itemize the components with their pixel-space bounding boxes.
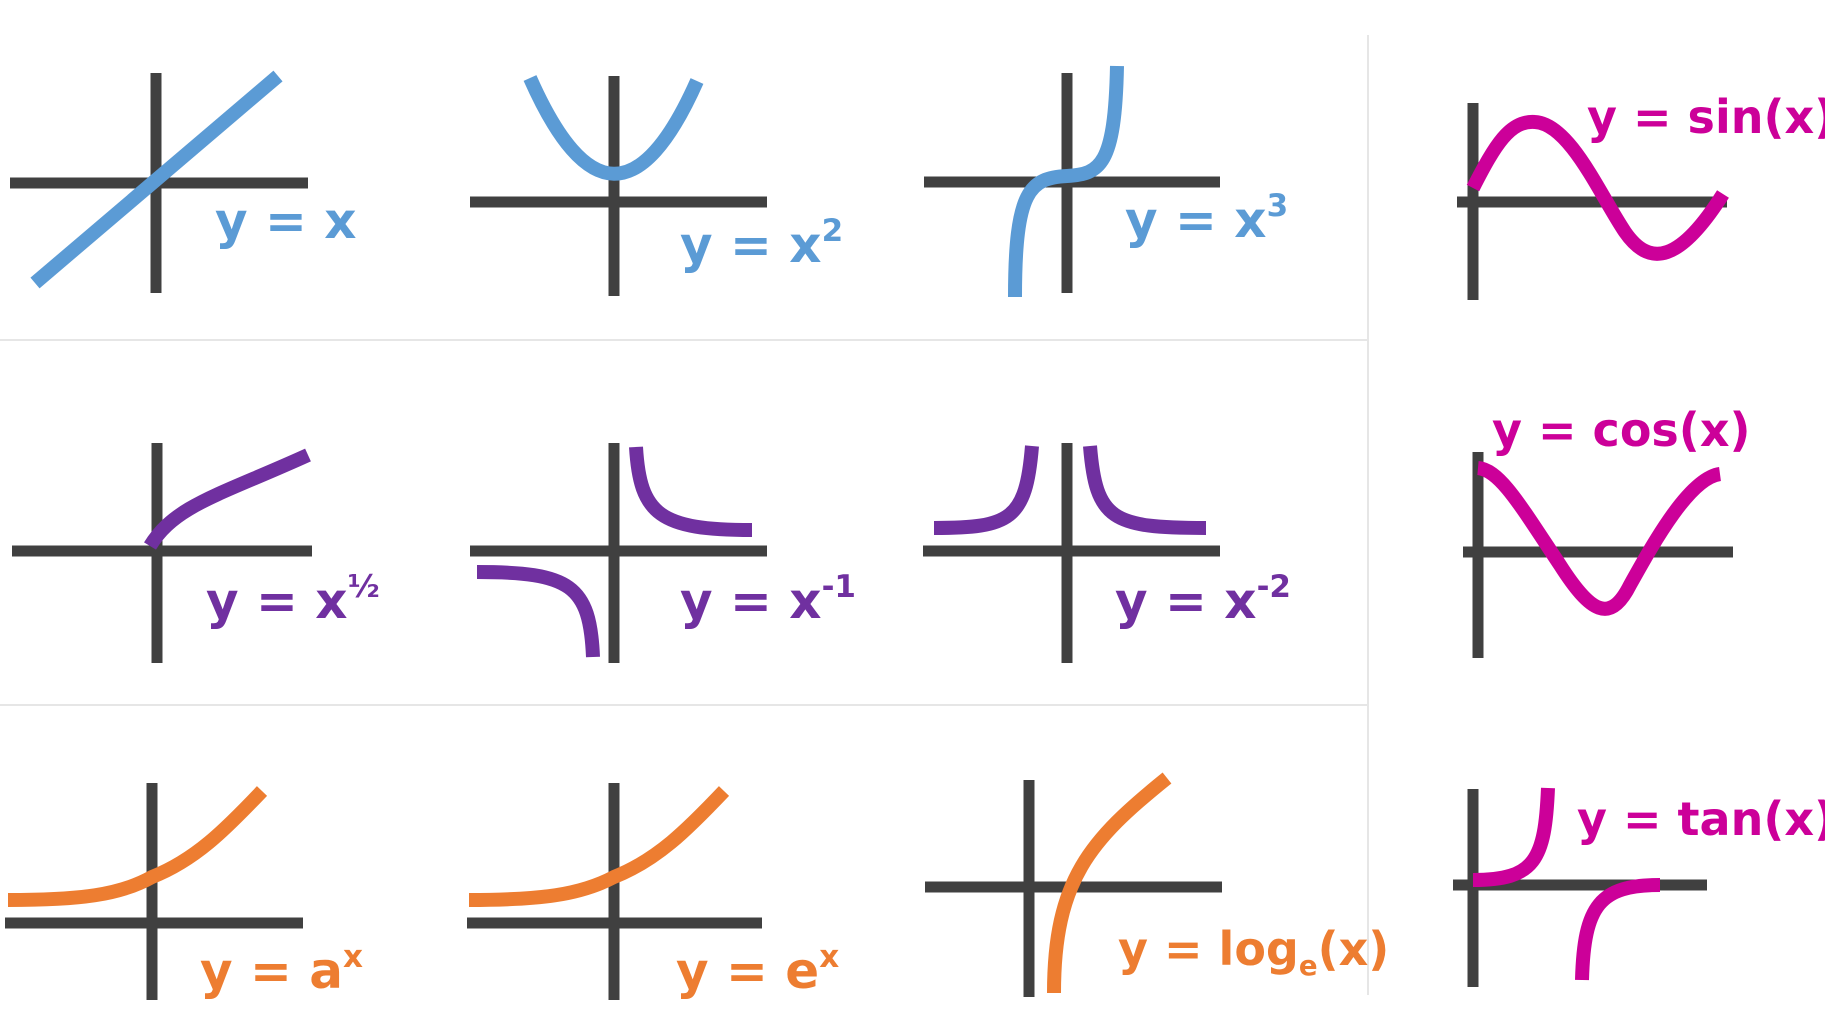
axes	[924, 73, 1220, 293]
graph-panel-sqrt: y = x½	[12, 443, 380, 663]
equation-base: y = x	[215, 192, 357, 250]
equation-exponent: x	[343, 939, 363, 975]
graph-panel-sin: y = sin(x)	[1457, 90, 1825, 300]
curve-tan-branch-1	[1472, 787, 1555, 887]
equation-subscript: e	[1299, 949, 1318, 982]
equation-label-cube: y = x3	[1125, 188, 1288, 249]
equation-base: y = cos(x)	[1492, 403, 1751, 457]
curve-inv-square-branch-2	[1083, 445, 1207, 535]
equation-base: y = sin(x)	[1587, 90, 1825, 144]
equation-base: y = x	[1125, 191, 1267, 249]
graph-panel-tan: y = tan(x)	[1453, 787, 1825, 987]
curve-exp-a	[7, 786, 268, 907]
equation-label-sqrt: y = x½	[206, 569, 380, 630]
equation-exponent: 3	[1267, 188, 1289, 224]
curve-cos	[1476, 461, 1722, 616]
axes	[467, 783, 762, 1000]
equation-base: y = tan(x)	[1577, 792, 1825, 846]
axes	[12, 443, 312, 663]
curve-reciprocal-branch-2	[476, 565, 600, 658]
graph-panel-exp-e: y = ex	[467, 783, 839, 1000]
equation-exponent: x	[819, 939, 839, 975]
graph-panel-square: y = x2	[470, 75, 843, 296]
equation-base: y = x	[680, 572, 822, 630]
graph-panel-exp-a: y = ax	[5, 783, 363, 1000]
equation-exponent: ½	[348, 569, 380, 605]
equation-label-sin: y = sin(x)	[1587, 90, 1825, 144]
graph-panel-reciprocal: y = x-1	[470, 443, 856, 663]
equation-exponent: -1	[822, 569, 856, 605]
grid-dividers	[0, 35, 1369, 995]
graph-panel-inv-square: y = x-2	[923, 443, 1291, 663]
curve-exp-e	[468, 786, 730, 907]
equation-exponent: 2	[822, 213, 844, 249]
curve-inv-square-branch-1	[933, 445, 1039, 535]
axes	[1463, 452, 1733, 658]
equation-tail: (x)	[1318, 922, 1390, 976]
curve-linear	[30, 70, 283, 289]
equation-label-linear: y = x	[215, 192, 357, 250]
equation-label-log: y = loge(x)	[1118, 922, 1389, 982]
curve-tan-branch-2	[1575, 878, 1661, 981]
curve-sqrt	[144, 448, 311, 550]
equation-label-exp-a: y = ax	[200, 939, 363, 1000]
curve-log	[1047, 772, 1172, 994]
equation-base: y = x	[1115, 572, 1257, 630]
curve-sin	[1466, 114, 1729, 261]
equation-base: y = x	[680, 216, 822, 274]
axes	[470, 443, 767, 663]
equation-label-cos: y = cos(x)	[1492, 403, 1751, 457]
equation-base: y = log	[1118, 922, 1299, 976]
graph-panel-log: y = loge(x)	[925, 772, 1389, 997]
curve-cube	[1008, 65, 1124, 298]
equation-exponent: -2	[1257, 569, 1291, 605]
graph-panel-linear: y = x	[10, 70, 357, 293]
equation-base: y = a	[200, 942, 343, 1000]
equation-label-inv-square: y = x-2	[1115, 569, 1291, 630]
equation-base: y = e	[676, 942, 819, 1000]
equation-base: y = x	[206, 572, 348, 630]
equation-label-square: y = x2	[680, 213, 843, 274]
axes	[5, 783, 303, 1000]
graph-panel-cos: y = cos(x)	[1463, 403, 1751, 658]
curve-square	[523, 75, 704, 181]
graph-panel-cube: y = x3	[924, 65, 1288, 298]
curve-reciprocal-branch-1	[629, 446, 753, 537]
axes	[1457, 103, 1727, 300]
axes	[470, 76, 767, 296]
equation-label-reciprocal: y = x-1	[680, 569, 856, 630]
equation-label-tan: y = tan(x)	[1577, 792, 1825, 846]
equation-label-exp-e: y = ex	[676, 939, 839, 1000]
axes	[923, 443, 1220, 663]
